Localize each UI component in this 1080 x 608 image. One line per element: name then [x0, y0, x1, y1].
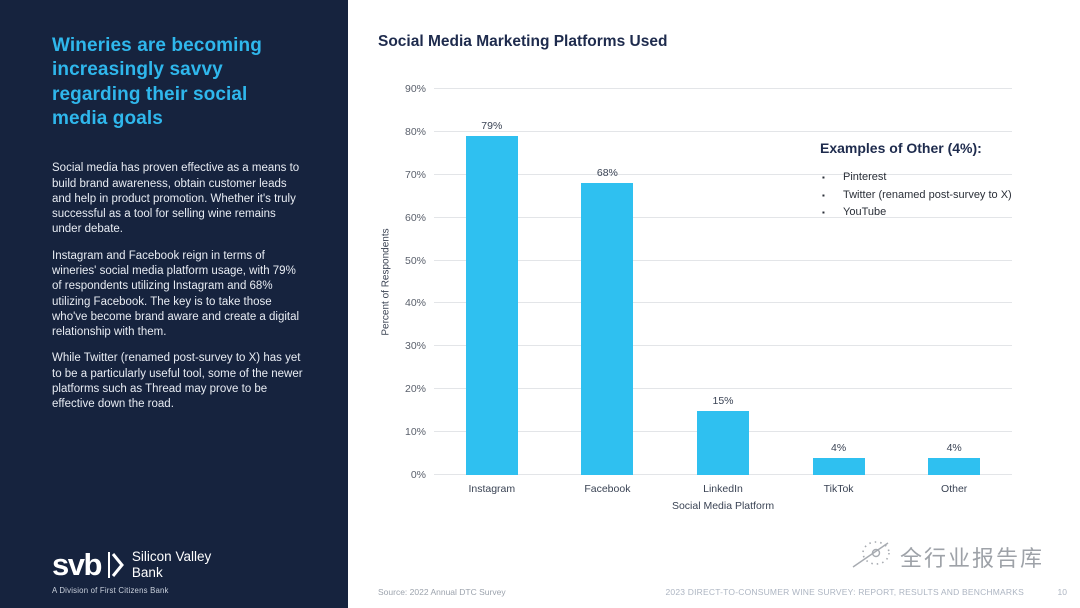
x-tick-label-facebook: Facebook	[584, 483, 631, 495]
y-tick-label: 60%	[404, 211, 426, 224]
paragraph-1: Social media has proven effective as a m…	[52, 162, 300, 236]
svb-logo: svb Silicon Valley Bank A Division of Fi…	[52, 549, 211, 595]
bar-column-other: 4%	[896, 89, 1012, 475]
bar-column-tiktok: 4%	[781, 89, 897, 475]
watermark-text: 全行业报告库	[899, 546, 1044, 572]
bar-column-linkedin: 15%	[665, 89, 781, 475]
watermark: 全行业报告库	[852, 537, 1044, 576]
gridline	[434, 216, 1012, 218]
examples-annotation: Examples of Other (4%): Pinterest Twitte…	[820, 140, 1072, 222]
slide-body-text: Social media has proven effective as a m…	[52, 161, 306, 412]
x-tick-label-tiktok: TikTok	[823, 483, 854, 495]
report-title-footer: 2023 DIRECT-TO-CONSUMER WINE SURVEY: REP…	[665, 587, 1024, 597]
y-tick-label: 50%	[404, 254, 426, 267]
y-tick-label: 40%	[404, 297, 426, 310]
bullet-square-icon	[820, 170, 843, 187]
svb-logo-mark: svb	[52, 547, 102, 582]
bar-column-facebook: 68%	[550, 89, 666, 475]
chart-plot: 79% 68% 15% 4% 4%	[434, 88, 1012, 475]
bullet-square-icon	[820, 188, 843, 205]
bar-value-label: 79%	[481, 120, 503, 133]
svb-logo-tagline: A Division of First Citizens Bank	[52, 586, 169, 595]
gridline	[434, 130, 1012, 132]
chart-title: Social Media Marketing Platforms Used	[378, 33, 668, 50]
bar-value-label: 15%	[712, 394, 734, 407]
annotation-item-label: YouTube	[843, 206, 887, 218]
y-tick-label: 30%	[404, 340, 426, 353]
list-item: Twitter (renamed post-survey to X)	[820, 187, 1072, 205]
x-tick-label-other: Other	[941, 483, 968, 495]
sidebar: Wineries are becoming increasingly savvy…	[0, 0, 348, 608]
paragraph-2: Instagram and Facebook reign in terms of…	[52, 249, 300, 339]
list-item: YouTube	[820, 204, 1072, 222]
x-tick-label-instagram: Instagram	[468, 483, 516, 495]
annotation-item-label: Pinterest	[843, 171, 887, 183]
chart-panel: Social Media Marketing Platforms Used Pe…	[348, 0, 1080, 608]
watermark-logo-icon	[852, 537, 894, 576]
bar-linkedin: 15%	[696, 395, 749, 475]
page-number: 10	[1057, 587, 1067, 597]
gridline	[434, 388, 1012, 390]
bullet-square-icon	[820, 205, 843, 222]
x-tick-label-linkedin: LinkedIn	[703, 483, 743, 495]
annotation-heading: Examples of Other (4%):	[820, 140, 982, 156]
annotation-item-label: Twitter (renamed post-survey to X)	[843, 188, 1012, 201]
bar-instagram: 79%	[465, 120, 518, 475]
svb-logo-name: Silicon Valley Bank	[131, 549, 212, 580]
gridline	[434, 259, 1012, 261]
annotation-list: Pinterest Twitter (renamed post-survey t…	[820, 169, 1072, 222]
bar-value-label: 4%	[831, 441, 847, 454]
y-tick-label: 20%	[404, 383, 426, 396]
bar-value-label: 4%	[946, 441, 962, 454]
source-note: Source: 2022 Annual DTC Survey	[378, 587, 506, 597]
x-axis-title: Social Media Platform	[671, 500, 775, 512]
paragraph-3: While Twitter (renamed post-survey to X)…	[52, 352, 303, 411]
gridline	[434, 173, 1012, 175]
bar-tiktok: 4%	[812, 442, 865, 475]
y-tick-label: 70%	[404, 168, 426, 181]
bar-value-label: 68%	[596, 167, 618, 180]
gridline	[434, 302, 1012, 304]
y-tick-label: 80%	[404, 125, 426, 138]
gridline	[434, 88, 1012, 89]
gridline	[434, 345, 1012, 347]
y-tick-label: 90%	[404, 83, 426, 95]
x-axis-labels: Instagram Facebook LinkedIn TikTok Other	[434, 483, 1012, 495]
y-tick-label: 0%	[410, 469, 426, 481]
list-item: Pinterest	[820, 169, 1072, 187]
y-axis-ticks: 0% 10% 20% 30% 40% 50% 60% 70% 80% 90%	[348, 83, 426, 481]
y-tick-label: 10%	[404, 426, 426, 439]
bar-column-instagram: 79%	[434, 89, 550, 475]
bar-other: 4%	[928, 442, 981, 475]
svb-chevron-icon	[107, 550, 124, 580]
slide-heading: Wineries are becoming increasingly savvy…	[52, 35, 262, 129]
bar-facebook: 68%	[581, 167, 634, 475]
